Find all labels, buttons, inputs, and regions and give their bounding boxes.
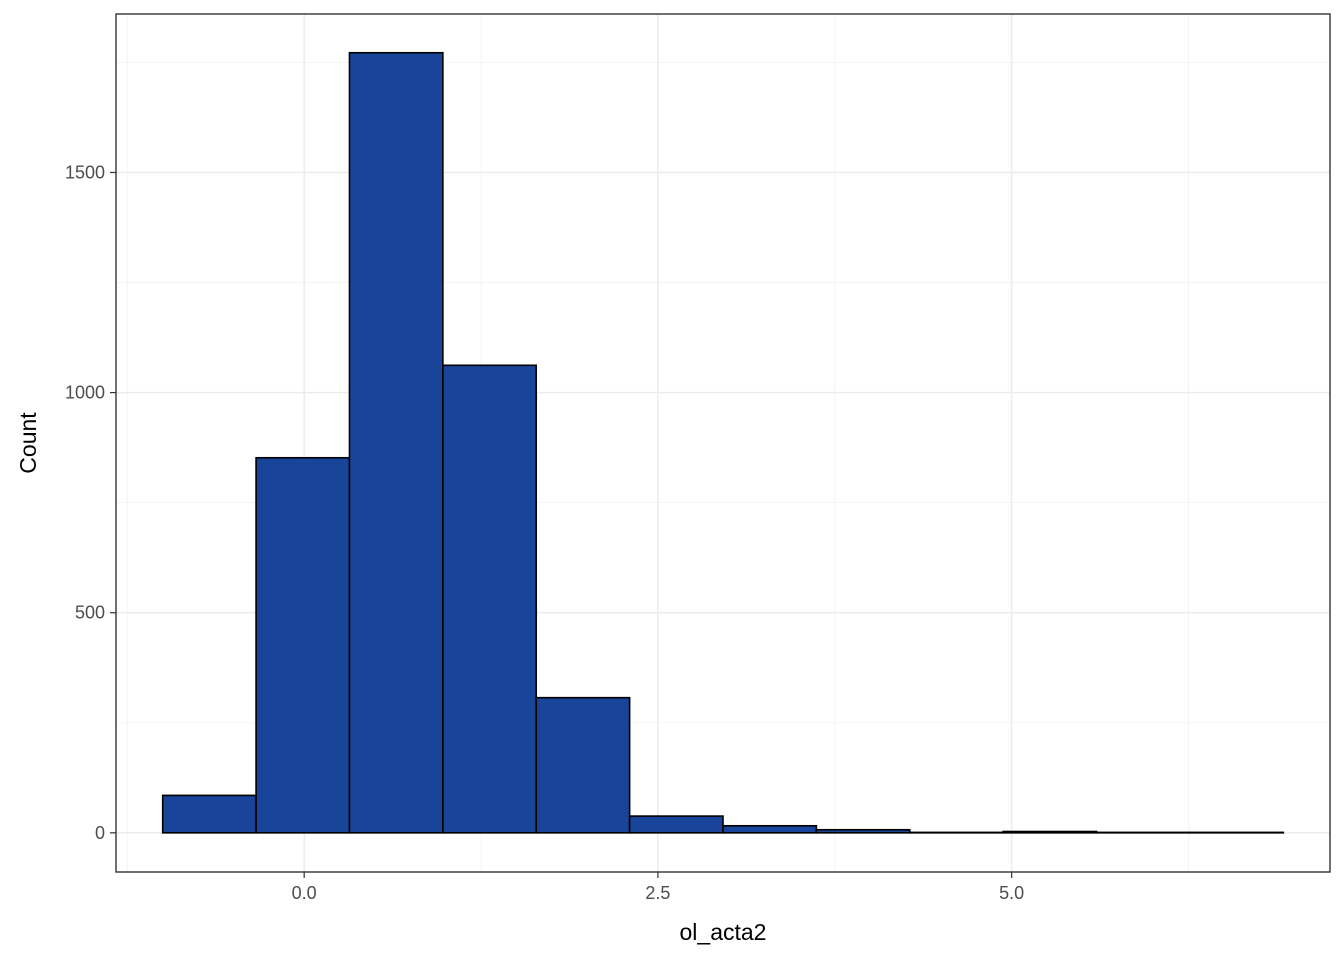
histogram-bar (161, 794, 257, 834)
histogram-bar (535, 696, 631, 834)
x-tick-label: 0.0 (292, 883, 317, 903)
y-tick-label: 500 (75, 603, 105, 623)
histogram-bar (722, 824, 818, 834)
histogram-bars (161, 51, 1285, 834)
y-tick-label: 1500 (65, 162, 105, 182)
x-axis-title: ol_acta2 (680, 919, 767, 945)
histogram-bar (255, 456, 351, 834)
histogram-bar (628, 815, 724, 834)
x-tick-label: 2.5 (645, 883, 670, 903)
histogram-bar (1002, 830, 1098, 834)
panel-border (115, 13, 1331, 873)
y-tick-label: 0 (95, 823, 105, 843)
y-axis-title: Count (15, 412, 41, 474)
x-axis: 0.0 2.5 5.0 (292, 872, 1024, 903)
histogram-bar (815, 828, 911, 834)
x-tick-label: 5.0 (999, 883, 1024, 903)
y-tick-label: 1000 (65, 383, 105, 403)
y-axis: 0 500 1000 1500 (65, 162, 116, 843)
histogram-bar (442, 364, 538, 834)
histogram-bar (348, 51, 444, 834)
